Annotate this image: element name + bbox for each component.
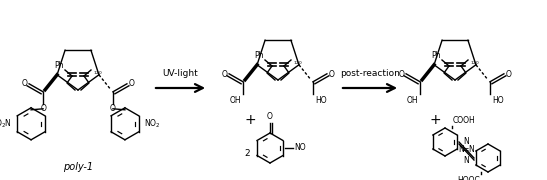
Text: HOOC: HOOC xyxy=(457,176,480,180)
Text: OH: OH xyxy=(406,96,418,105)
Text: O: O xyxy=(267,112,273,121)
Text: +: + xyxy=(244,113,256,127)
Text: OH: OH xyxy=(229,96,241,105)
Text: HO: HO xyxy=(315,96,327,105)
Text: O$_2$N: O$_2$N xyxy=(0,118,12,130)
Text: $_{120}$: $_{120}$ xyxy=(470,59,480,67)
Text: +: + xyxy=(429,113,441,127)
Text: NO$_2$: NO$_2$ xyxy=(144,118,161,130)
Text: Ph: Ph xyxy=(254,51,264,60)
Text: post-reaction: post-reaction xyxy=(340,69,400,78)
Text: HO: HO xyxy=(492,96,504,105)
Text: UV-light: UV-light xyxy=(162,69,199,78)
Text: O: O xyxy=(40,104,46,113)
Text: N: N xyxy=(464,156,469,165)
Text: N: N xyxy=(464,137,469,146)
Text: O: O xyxy=(329,70,335,79)
Text: O: O xyxy=(506,70,512,79)
Text: COOH: COOH xyxy=(453,116,476,125)
Text: $_{120}$: $_{120}$ xyxy=(293,59,303,67)
Text: Ph: Ph xyxy=(432,51,441,60)
Text: O: O xyxy=(21,79,27,88)
Text: O: O xyxy=(129,79,135,88)
Text: poly-1: poly-1 xyxy=(63,162,93,172)
Text: O: O xyxy=(398,70,404,79)
Text: 2: 2 xyxy=(245,148,250,158)
Text: $_{120}$: $_{120}$ xyxy=(93,69,103,77)
Text: NO: NO xyxy=(294,143,306,152)
Text: N$\!\!=\!\!$N: N$\!\!=\!\!$N xyxy=(458,143,475,154)
Text: O: O xyxy=(110,104,116,113)
Text: O: O xyxy=(221,70,227,79)
Text: Ph: Ph xyxy=(55,61,64,70)
